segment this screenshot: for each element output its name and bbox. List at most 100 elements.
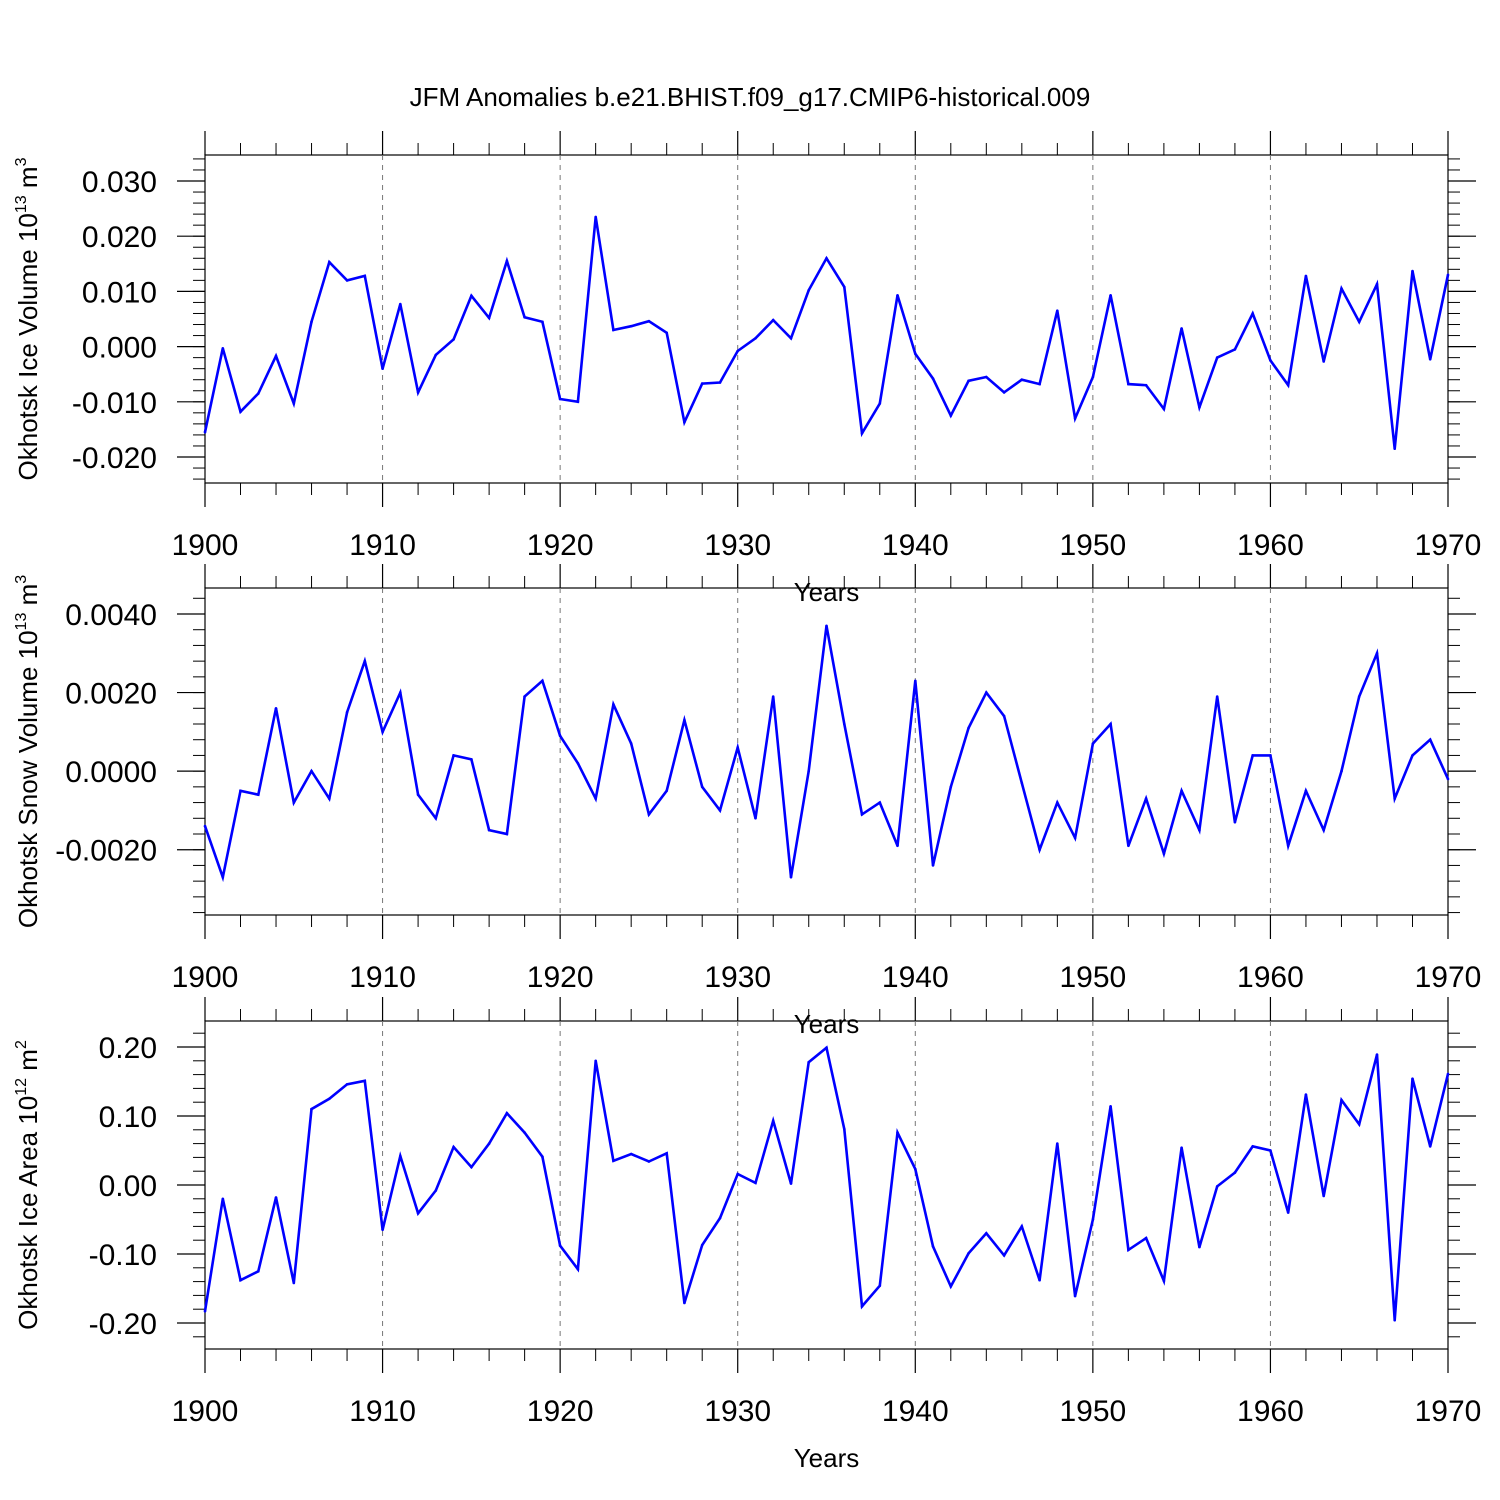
- data-point-1940: [914, 352, 917, 356]
- data-point-1901: [221, 875, 225, 879]
- data-point-1940: [914, 679, 917, 683]
- data-point-1923: [612, 703, 615, 706]
- y-tick-label: 0.010: [82, 276, 157, 309]
- data-point-1963: [1322, 1194, 1325, 1198]
- data-point-1950: [1091, 1218, 1095, 1221]
- data-point-1933: [789, 875, 793, 879]
- data-point-1923: [612, 1159, 615, 1163]
- data-point-1904: [274, 354, 278, 358]
- x-tick-label: 1940: [882, 961, 949, 994]
- y-tick-label: -0.010: [72, 387, 157, 420]
- figure-title: JFM Anomalies b.e21.BHIST.f09_g17.CMIP6-…: [410, 82, 1091, 112]
- data-point-1902: [239, 789, 242, 793]
- data-point-1923: [612, 328, 615, 332]
- data-point-1968: [1411, 269, 1414, 273]
- data-point-1968: [1411, 754, 1414, 757]
- data-point-1945: [1002, 391, 1006, 394]
- data-point-1959: [1251, 754, 1254, 757]
- data-point-1939: [896, 844, 899, 848]
- data-point-1964: [1340, 769, 1343, 773]
- x-tick-label: 1930: [704, 961, 771, 994]
- data-point-1952: [1127, 382, 1130, 386]
- data-point-1917: [505, 832, 509, 836]
- data-point-1943: [967, 379, 970, 383]
- data-point-1903: [257, 392, 260, 395]
- data-point-1925: [647, 319, 651, 323]
- data-point-1962: [1304, 274, 1308, 278]
- x-tick-label: 1970: [1415, 1395, 1482, 1428]
- data-point-1918: [523, 316, 526, 319]
- y-axis-title-exponent: 12: [13, 1078, 30, 1096]
- y-tick-label: 0.0020: [65, 678, 157, 711]
- data-point-1934: [807, 289, 810, 292]
- data-point-1927: [683, 1301, 686, 1305]
- y-tick-label: -0.10: [89, 1239, 157, 1272]
- data-point-1931: [754, 1181, 757, 1185]
- y-axis-title-unit: m: [13, 1049, 43, 1078]
- data-point-1930: [736, 746, 739, 749]
- data-point-1909: [363, 1079, 367, 1083]
- series-line: [203, 1045, 1450, 1321]
- x-tick-label: 1960: [1237, 529, 1304, 562]
- data-point-1958: [1233, 348, 1237, 351]
- data-point-1929: [718, 1216, 722, 1220]
- y-tick-label: 0.20: [99, 1032, 157, 1065]
- data-point-1964: [1340, 1098, 1343, 1102]
- y-axis-title-main: Okhotsk Ice Volume 10: [13, 213, 43, 480]
- data-point-1955: [1180, 789, 1183, 793]
- data-point-1943: [967, 726, 970, 730]
- x-tick-label: 1930: [704, 1395, 771, 1428]
- data-point-1954: [1162, 407, 1166, 411]
- data-point-1918: [523, 695, 526, 698]
- data-point-1924: [629, 742, 633, 745]
- data-point-1928: [700, 1243, 704, 1247]
- x-tick-label: 1950: [1059, 1395, 1126, 1428]
- data-point-1911: [399, 302, 402, 306]
- x-tick-label: 1920: [527, 961, 594, 994]
- data-point-1915: [470, 294, 473, 298]
- data-point-1953: [1144, 1236, 1148, 1240]
- data-point-1931: [754, 337, 757, 340]
- data-point-1953: [1144, 797, 1148, 800]
- data-point-1905: [292, 402, 296, 405]
- data-point-1902: [239, 410, 242, 414]
- data-point-1906: [310, 1107, 313, 1111]
- x-tick-label: 1960: [1237, 1395, 1304, 1428]
- y-axis-title-unit-exponent: 3: [13, 157, 30, 166]
- data-point-1911: [399, 691, 402, 694]
- y-tick-label: 0.000: [82, 332, 157, 365]
- y-axis-title-main: Okhotsk Snow Volume 10: [13, 630, 43, 928]
- x-tick-label: 1910: [349, 529, 416, 562]
- data-point-1942: [949, 785, 953, 789]
- x-tick-label: 1900: [172, 529, 239, 562]
- y-tick-label: 0.00: [99, 1170, 157, 1203]
- data-point-1961: [1286, 844, 1290, 848]
- y-axis-title-unit-exponent: 2: [13, 1040, 30, 1049]
- data-point-1912: [416, 391, 420, 394]
- data-point-1944: [985, 691, 988, 694]
- data-point-1942: [949, 414, 953, 417]
- data-point-1920: [558, 734, 562, 738]
- data-point-1921: [576, 400, 580, 404]
- data-point-1932: [771, 695, 775, 698]
- data-point-1947: [1038, 848, 1041, 851]
- data-point-1947: [1038, 1278, 1041, 1282]
- y-tick-label: -0.020: [72, 442, 157, 475]
- data-point-1926: [665, 1152, 668, 1155]
- data-point-1959: [1251, 312, 1254, 315]
- plot-frame: [204, 154, 1449, 484]
- x-tick-label: 1920: [527, 529, 594, 562]
- y-tick-label: 0.0000: [65, 756, 157, 789]
- data-point-1910: [381, 730, 384, 734]
- data-point-1969: [1428, 1145, 1432, 1148]
- data-point-1924: [629, 324, 633, 328]
- data-point-1969: [1428, 358, 1432, 361]
- data-point-1930: [736, 349, 739, 353]
- x-tick-label: 1940: [882, 529, 949, 562]
- data-point-1928: [700, 785, 704, 789]
- data-point-1965: [1357, 320, 1361, 324]
- x-axis-title: Years: [794, 1443, 860, 1473]
- data-point-1944: [985, 375, 988, 379]
- x-tick-label: 1920: [527, 1395, 594, 1428]
